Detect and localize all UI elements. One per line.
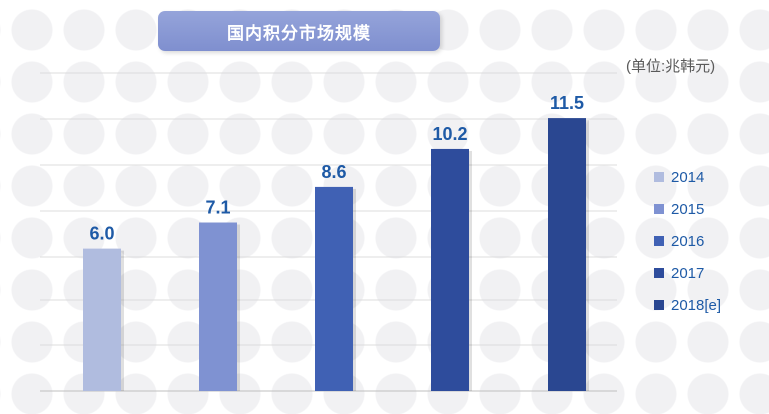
unit-label: (单位:兆韩元) — [626, 58, 716, 75]
legend-label: 2018[e] — [671, 296, 722, 314]
legend-item-2016: 2016 — [654, 225, 721, 257]
legend-swatch — [654, 204, 664, 214]
value-label-2014: 6.0 — [89, 224, 114, 244]
legend-label: 2014 — [671, 168, 705, 186]
legend-item-2014: 2014 — [654, 161, 721, 193]
legend-swatch — [654, 236, 664, 246]
value-labels: 6.0 7.1 8.6 10.2 11.5 — [89, 93, 584, 244]
legend-item-2015: 2015 — [654, 193, 721, 225]
bar-2014 — [83, 248, 121, 391]
bar-2018[e] — [548, 118, 586, 392]
legend-label: 2017 — [671, 264, 705, 282]
legend-label: 2016 — [671, 232, 705, 250]
legend-item-2018[e]: 2018[e] — [654, 289, 721, 321]
bars — [83, 118, 589, 392]
value-label-2015: 7.1 — [205, 198, 230, 218]
legend-swatch — [654, 268, 664, 278]
legend: 2014 2015 2016 2017 2018[e] — [654, 161, 721, 321]
bar-2017 — [431, 148, 469, 391]
legend-label: 2015 — [671, 200, 705, 218]
legend-swatch — [654, 172, 664, 182]
bar-2015 — [199, 222, 237, 391]
legend-item-2017: 2017 — [654, 257, 721, 289]
value-label-2018[e]: 11.5 — [550, 93, 584, 113]
chart-title: 国内积分市场规模 — [158, 11, 440, 51]
bar-2016 — [315, 186, 353, 391]
legend-swatch — [654, 300, 664, 310]
value-label-2016: 8.6 — [321, 162, 346, 182]
value-label-2017: 10.2 — [432, 124, 467, 144]
